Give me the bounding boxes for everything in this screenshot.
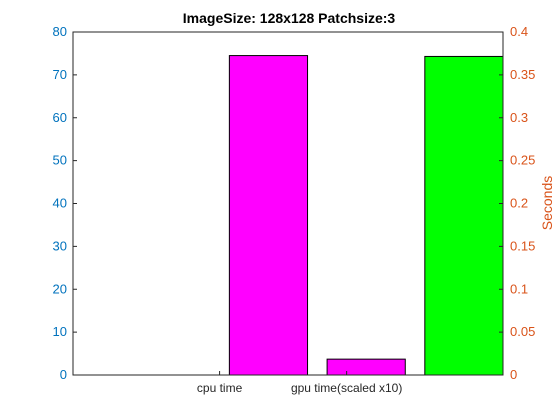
left-tick-label: 30 [53,238,67,253]
right-tick-label: 0.05 [510,324,535,339]
left-tick-label: 80 [53,24,67,39]
left-tick-label: 60 [53,110,67,125]
left-tick-label: 40 [53,196,67,211]
right-tick-label: 0.35 [510,67,535,82]
right-tick-label: 0.2 [510,196,528,211]
right-tick-label: 0.25 [510,153,535,168]
bars-group [228,55,504,376]
chart-title: ImageSize: 128x128 Patchsize:3 [183,10,396,26]
right-y-axis: 0 0.05 0.1 0.15 0.2 0.25 0.3 0.35 0.4 [499,24,535,382]
bar-1 [228,55,309,376]
x-tick-label: cpu time [197,381,243,395]
left-tick-label: 10 [53,324,67,339]
left-tick-label: 0 [60,367,67,382]
right-tick-label: 0.3 [510,110,528,125]
left-tick-label: 50 [53,153,67,168]
left-tick-label: 20 [53,281,67,296]
bar-2 [326,358,406,376]
right-tick-label: 0.1 [510,281,528,296]
right-tick-label: 0 [510,367,517,382]
right-tick-label: 0.4 [510,24,528,39]
bar-3 [424,55,504,376]
x-axis: cpu time gpu time(scaled x10) [197,371,402,395]
right-y-axis-label: Seconds [539,176,555,230]
left-y-axis: 0 10 20 30 40 50 60 70 80 [53,24,77,382]
right-tick-label: 0.15 [510,238,535,253]
left-tick-label: 70 [53,67,67,82]
x-tick-label: gpu time(scaled x10) [291,381,402,395]
